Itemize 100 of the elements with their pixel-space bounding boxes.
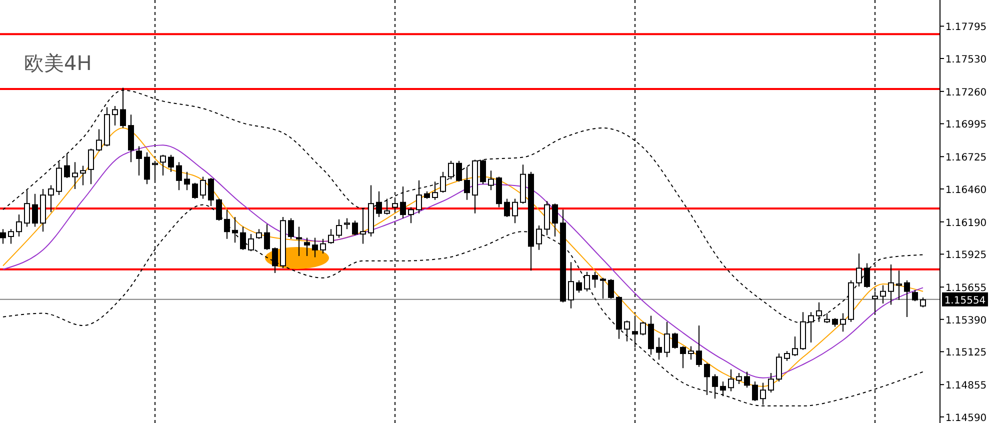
candlestick [712, 374, 718, 400]
candlestick [600, 277, 606, 300]
candlestick [592, 271, 598, 288]
candlestick [776, 353, 782, 382]
candlestick [728, 368, 734, 392]
candlestick [336, 218, 342, 238]
candlestick [136, 146, 142, 176]
candlestick [904, 280, 910, 318]
candlestick [112, 106, 118, 126]
y-tick-label: 1.15925 [945, 250, 987, 262]
candlestick [56, 162, 62, 196]
candlestick [896, 270, 902, 300]
candlestick [664, 321, 670, 358]
y-tick-label: 1.14590 [945, 412, 987, 423]
candlestick [640, 321, 646, 336]
candlestick [720, 381, 726, 397]
candlestick [248, 234, 254, 252]
candlestick [880, 284, 886, 304]
candlestick [744, 371, 750, 388]
candlestick [912, 290, 918, 302]
y-tick-label: 1.16190 [945, 218, 987, 229]
candlestick [264, 224, 270, 250]
candlestick [320, 238, 326, 254]
y-tick-label: 1.17795 [945, 22, 987, 34]
candlestick [536, 225, 542, 250]
candlestick [296, 226, 302, 256]
candlestick [400, 186, 406, 219]
candlestick [288, 218, 294, 240]
candlestick [552, 203, 558, 237]
candlestick [272, 246, 278, 274]
candlestick [64, 153, 70, 178]
candlestick [704, 362, 710, 396]
candlestick [312, 237, 318, 258]
text: 欧美4H [24, 51, 92, 75]
candlestick [32, 193, 38, 228]
candlestick [48, 184, 54, 213]
candlestick [688, 346, 694, 360]
candlestick [696, 324, 702, 368]
candlestick [920, 296, 926, 308]
candlestick [440, 171, 446, 194]
candlestick [72, 162, 78, 190]
candlestick [192, 182, 198, 200]
candlestick [232, 216, 238, 244]
candlestick [176, 162, 182, 191]
candlestick [160, 154, 166, 176]
candlestick [224, 209, 230, 240]
candlestick [504, 198, 510, 218]
candlestick [0, 228, 6, 244]
candlestick [456, 160, 462, 182]
candlestick [888, 264, 894, 306]
y-tick-label: 1.14855 [945, 380, 987, 392]
candlestick [464, 166, 470, 200]
y-tick-label: 1.15125 [945, 348, 987, 359]
candlestick [448, 160, 454, 180]
candlestick [840, 312, 846, 332]
y-tick-label: 1.15390 [945, 315, 987, 326]
y-tick-label: 1.15655 [945, 283, 987, 294]
candlestick [80, 165, 86, 186]
y-tick-label: 1.16725 [945, 152, 987, 164]
candlestick [352, 220, 358, 236]
candlestick [584, 271, 590, 292]
candlestick [784, 350, 790, 362]
candlestick [16, 214, 22, 237]
y-tick-label: 1.17530 [945, 54, 987, 66]
candlestick [240, 226, 246, 250]
candlestick [680, 346, 686, 369]
candlestick [304, 237, 310, 256]
candlestick [96, 128, 102, 152]
candlestick [8, 228, 14, 244]
candlestick [24, 190, 30, 228]
candlestick [376, 190, 382, 218]
candlestick [416, 180, 422, 214]
y-tick-label: 1.16460 [945, 184, 987, 196]
candlestick [328, 228, 334, 244]
candlestick [752, 381, 758, 402]
candlestick [656, 337, 662, 360]
candlestick [736, 372, 742, 384]
candlestick [144, 152, 150, 185]
candlestick [408, 206, 414, 224]
candlestick [432, 181, 438, 200]
candlestick [344, 218, 350, 230]
candlestick [792, 336, 798, 356]
candlestick [512, 198, 518, 224]
ref-line-label: 1.15554 [944, 295, 986, 306]
candlestick [672, 332, 678, 350]
candlestick [88, 148, 94, 185]
candlestick [864, 262, 870, 288]
candlestick [568, 262, 574, 309]
y-tick-label: 1.16995 [945, 120, 987, 131]
candlestick [208, 177, 214, 207]
candlestick [624, 320, 630, 342]
candlestick [488, 170, 494, 191]
candlestick [184, 171, 190, 191]
y-tick-label: 1.17260 [945, 87, 987, 98]
candlestick [608, 278, 614, 300]
candlestick [200, 176, 206, 200]
candlestick [256, 228, 262, 240]
candlestick [360, 208, 366, 244]
candlestick [480, 159, 486, 185]
candlestick [576, 280, 582, 294]
